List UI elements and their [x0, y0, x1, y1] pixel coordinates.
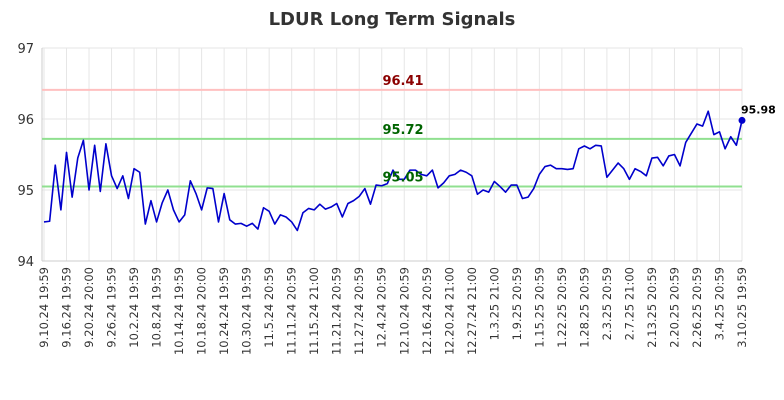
x-tick-label: 3.10.25 19:59 — [735, 267, 749, 348]
y-tick-label: 96 — [17, 113, 34, 128]
x-tick-label: 2.13.25 20:59 — [645, 267, 659, 348]
x-tick-label: 10.2.24 19:59 — [127, 267, 141, 348]
x-tick-label: 1.3.25 21:00 — [487, 267, 501, 340]
x-tick-label: 1.15.25 20:59 — [532, 267, 546, 348]
x-tick-label: 3.4.25 20:59 — [712, 267, 726, 340]
x-tick-label: 9.16.24 19:59 — [60, 267, 74, 348]
axis-layer: 94 95 96 97 9.10.24 19:59 9.16.24 19:59 9.20.2… — [17, 42, 749, 355]
x-tick-label: 1.9.25 20:59 — [510, 267, 524, 340]
x-tick-label: 1.28.25 20:59 — [577, 267, 591, 348]
x-tick-label: 9.20.24 20:00 — [82, 267, 96, 348]
x-tick-label: 2.7.25 21:00 — [622, 267, 636, 340]
reference-line-label: 96.41 — [382, 74, 423, 89]
x-tick-label: 12.4.24 20:59 — [375, 267, 389, 348]
x-tick-label: 12.16.24 20:59 — [420, 267, 434, 355]
x-tick-label: 10.24.24 19:59 — [217, 267, 231, 355]
x-tick-label: 2.3.25 20:59 — [600, 267, 614, 340]
x-tick-label: 2.26.25 20:59 — [690, 267, 704, 348]
x-tick-label: 9.10.24 19:59 — [37, 267, 51, 348]
reference-line-label: 95.05 — [382, 170, 423, 185]
x-tick-label: 12.27.24 21:00 — [465, 267, 479, 355]
x-tick-label: 12.10.24 20:59 — [397, 267, 411, 355]
x-tick-label: 11.27.24 20:59 — [352, 267, 366, 355]
x-tick-label: 2.20.25 20:59 — [667, 267, 681, 348]
x-tick-label: 11.15.24 21:00 — [307, 267, 321, 355]
y-tick-label: 94 — [17, 255, 34, 270]
last-point-marker — [738, 116, 746, 124]
x-tick-label: 11.21.24 20:59 — [330, 267, 344, 355]
x-tick-label: 10.8.24 19:59 — [150, 267, 164, 348]
last-point-label: 95.98 — [741, 103, 776, 116]
reference-lines — [42, 88, 742, 188]
y-tick-label: 95 — [17, 184, 34, 199]
reference-line-label: 95.72 — [382, 123, 423, 138]
x-tick-label: 11.11.24 20:59 — [285, 267, 299, 355]
x-tick-label: 11.5.24 20:59 — [262, 267, 276, 348]
x-tick-label: 10.30.24 19:59 — [240, 267, 254, 355]
x-tick-label: 10.14.24 19:59 — [172, 267, 186, 355]
x-tick-label: 1.22.25 20:59 — [555, 267, 569, 348]
x-tick-label: 10.18.24 20:00 — [195, 267, 209, 355]
series-layer — [43, 110, 746, 232]
label-layer: 96.41 95.72 95.05 95.98 — [382, 74, 775, 186]
y-tick-label: 97 — [17, 42, 34, 57]
x-tick-label: 12.20.24 21:00 — [442, 267, 456, 355]
series-line — [43, 110, 743, 232]
x-tick-label: 9.26.24 19:59 — [105, 267, 119, 348]
chart-title: LDUR Long Term Signals — [269, 9, 516, 30]
